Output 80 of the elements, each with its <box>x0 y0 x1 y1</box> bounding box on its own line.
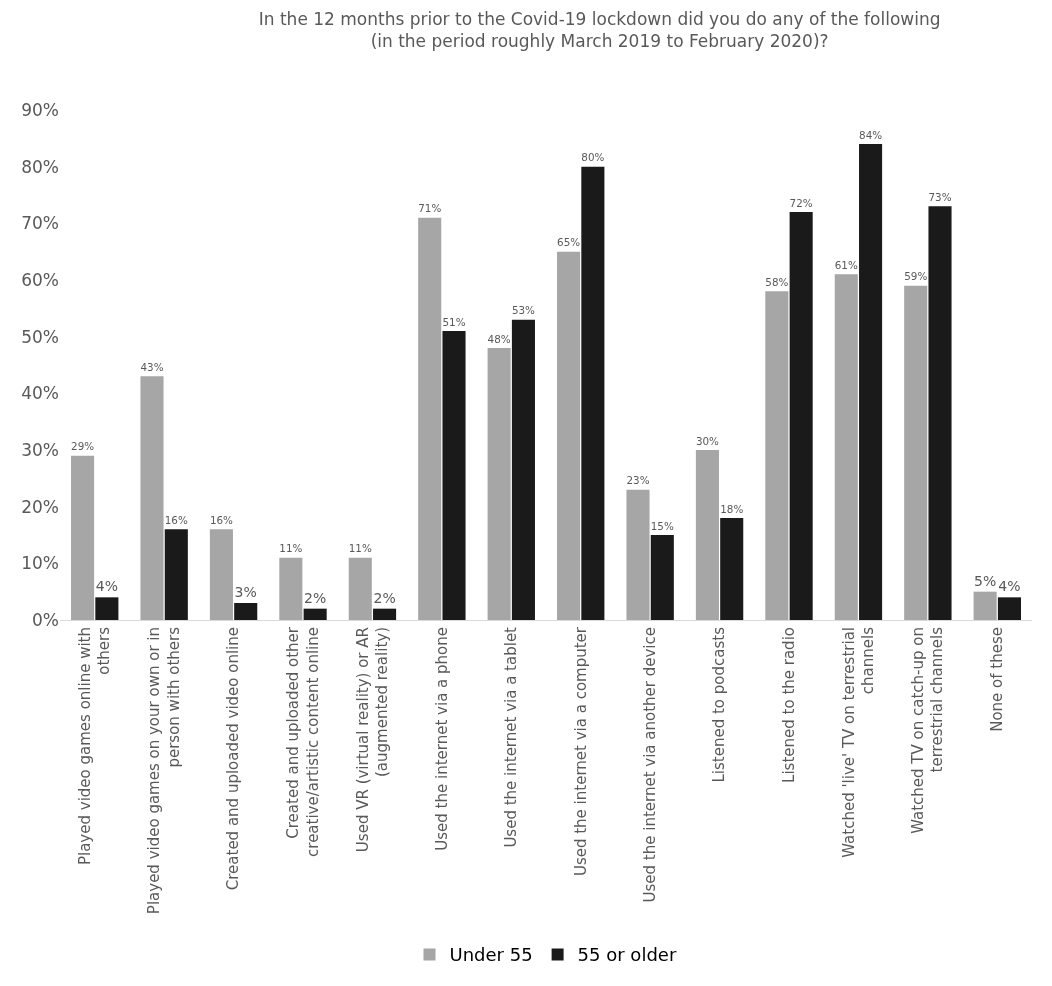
data-label: 80% <box>581 151 605 164</box>
legend-label: 55 or older <box>577 944 677 966</box>
y-tick-label: 0% <box>32 609 59 630</box>
bar <box>928 206 952 620</box>
data-label: 30% <box>695 434 720 447</box>
data-label: 61% <box>834 259 858 272</box>
data-label: 48% <box>487 332 511 345</box>
bar <box>209 529 233 620</box>
chart-title: In the 12 months prior to the Covid-19 lockdown did you do any of the following (in the period roughly March 2019 to February 2020)? <box>258 8 941 51</box>
data-label: 71% <box>418 202 442 215</box>
data-label: 29% <box>71 440 95 453</box>
data-label: 16% <box>209 514 234 527</box>
x-tick-label: Used the internet via a tablet <box>502 626 521 848</box>
bar <box>650 535 674 620</box>
bar <box>973 591 997 620</box>
y-tick-label: 20% <box>21 496 59 517</box>
x-tick-label: Used the internet via another device <box>641 627 660 903</box>
y-tick-label: 90% <box>21 99 59 120</box>
legend-label: Under 55 <box>449 944 533 966</box>
data-label: 73% <box>928 191 952 204</box>
data-label: 84% <box>859 128 883 141</box>
data-label: 58% <box>765 276 789 289</box>
bar <box>71 455 95 620</box>
y-tick-label: 30% <box>21 439 59 460</box>
data-label: 18% <box>720 502 744 515</box>
bar <box>859 144 883 620</box>
bar <box>348 557 372 620</box>
data-label: 16% <box>164 514 188 527</box>
bar <box>234 603 258 620</box>
data-label: 5% <box>974 572 997 589</box>
bar <box>581 166 605 620</box>
x-tick-label: Listened to the radio <box>779 627 798 783</box>
bar <box>904 285 928 620</box>
data-label: 53% <box>511 304 536 317</box>
y-tick-label: 40% <box>21 383 59 404</box>
data-label: 15% <box>650 519 674 532</box>
x-tick-label: Used the internet via a phone <box>432 627 451 851</box>
data-label: 51% <box>442 315 466 328</box>
data-label: 43% <box>140 361 164 374</box>
x-tick-label: None of these <box>988 627 1007 732</box>
y-tick-label: 60% <box>21 269 59 290</box>
x-tick-label: Watched 'live' TV on terrestrial channels <box>839 626 878 858</box>
y-tick-label: 70% <box>21 213 59 234</box>
bar <box>164 529 188 620</box>
data-label: 59% <box>904 270 928 283</box>
bar <box>487 348 511 620</box>
data-label: 72% <box>789 196 813 209</box>
bar <box>695 450 719 620</box>
bar <box>997 597 1021 620</box>
bar <box>626 489 650 620</box>
data-label: 23% <box>626 474 650 487</box>
x-tick-label: Used VR (virtual reality) or AR (augmented reality) <box>353 627 392 853</box>
x-tick-label: Used the internet via a computer <box>571 626 590 877</box>
bar <box>765 291 789 620</box>
bar <box>418 217 442 620</box>
bar <box>789 212 813 620</box>
bar <box>557 251 581 620</box>
bar <box>95 597 119 620</box>
y-tick-label: 10% <box>21 553 59 574</box>
x-tick-label: Listened to podcasts <box>710 626 729 783</box>
data-label: 2% <box>373 589 396 606</box>
data-label: 4% <box>998 578 1021 595</box>
data-label: 4% <box>95 578 118 595</box>
data-label: 11% <box>348 542 372 555</box>
data-label: 65% <box>557 236 581 249</box>
bar <box>279 557 303 620</box>
data-label: 2% <box>304 589 327 606</box>
bar <box>834 274 858 620</box>
x-tick-label: Played video games online with others <box>75 626 114 866</box>
data-label: 3% <box>234 584 257 600</box>
bar <box>303 608 327 620</box>
bar <box>442 331 466 620</box>
x-tick-label: Created and uploaded video online <box>224 627 243 891</box>
y-tick-label: 50% <box>21 326 59 347</box>
bar <box>373 608 397 620</box>
data-label: 11% <box>279 542 303 555</box>
y-tick-label: 80% <box>21 156 59 177</box>
bar <box>140 376 164 620</box>
bar <box>511 319 535 620</box>
bar <box>720 518 744 620</box>
